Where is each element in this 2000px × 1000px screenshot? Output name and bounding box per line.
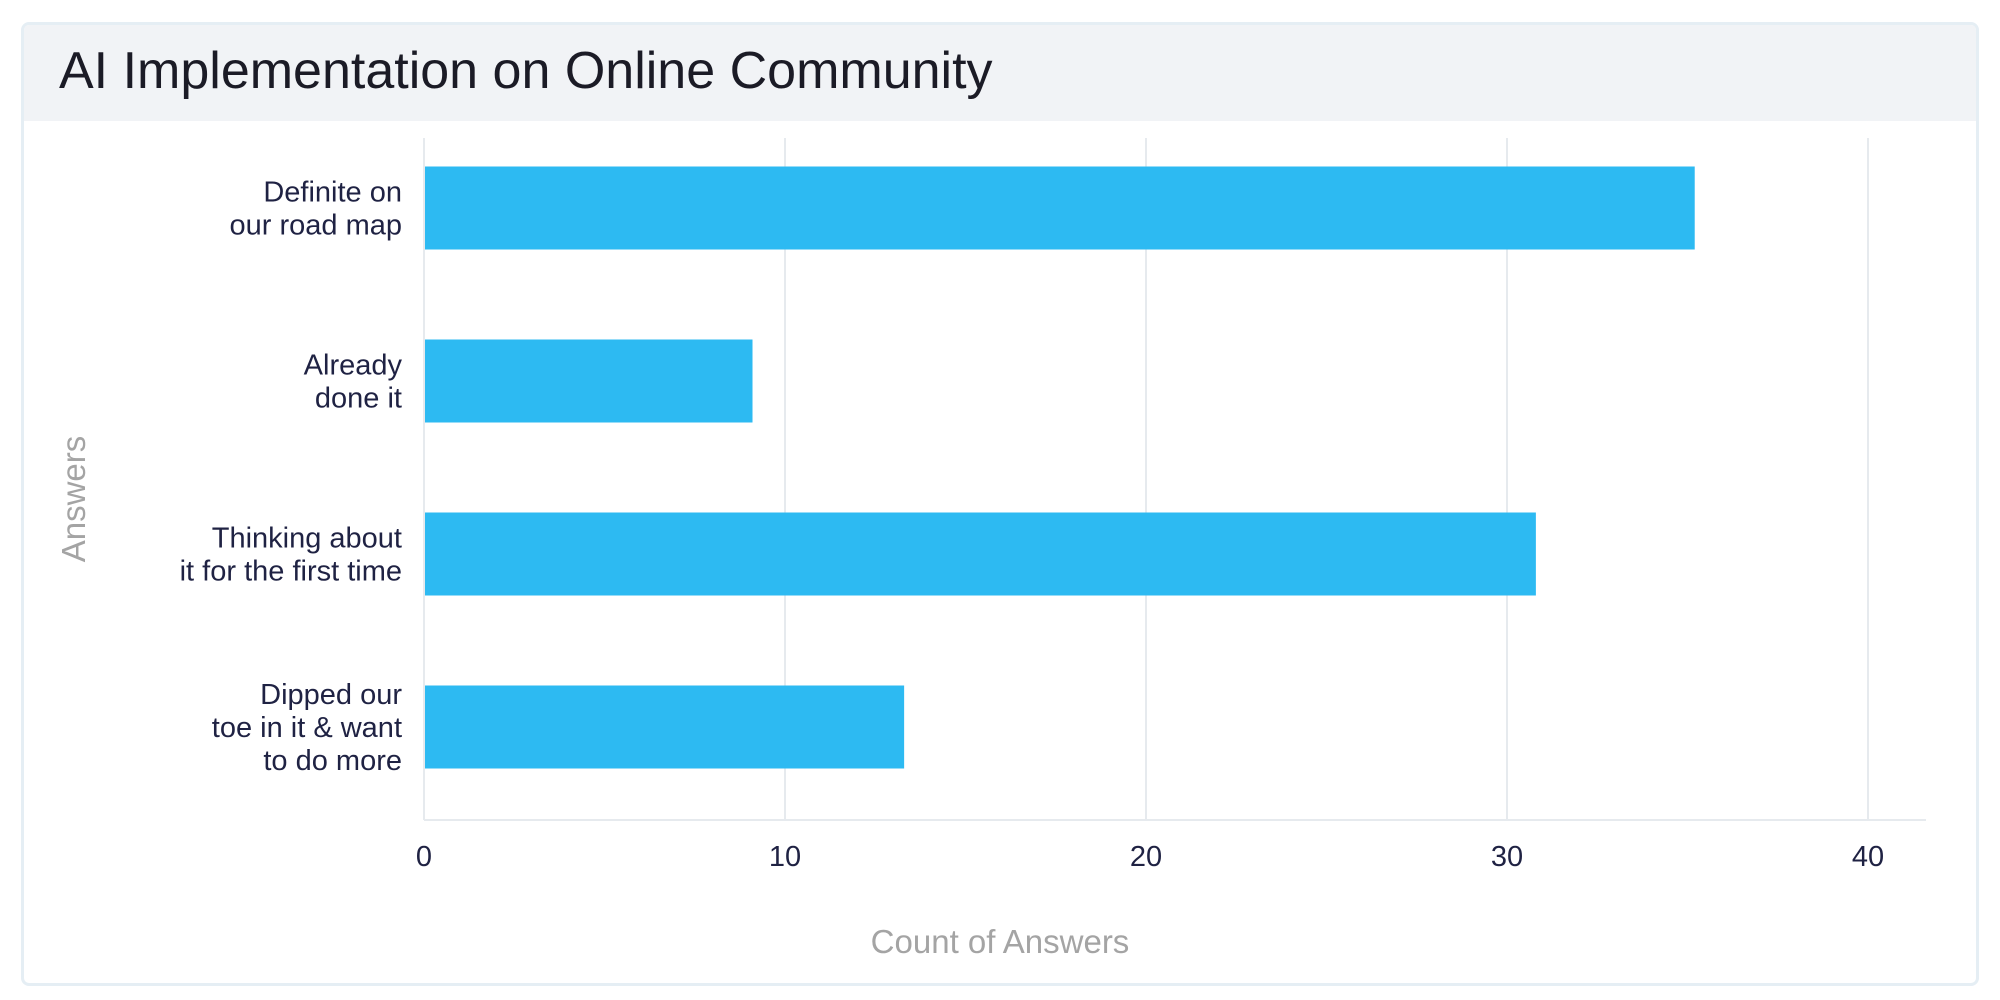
bar[interactable]	[424, 685, 905, 769]
category-label: Dipped our toe in it & want to do more	[212, 679, 403, 777]
x-tick-label: 30	[1491, 841, 1523, 873]
bars	[424, 166, 1695, 769]
category-label-line: toe in it & want	[212, 712, 402, 744]
category-label-line: Already	[304, 350, 403, 382]
x-tick-label: 0	[416, 841, 432, 873]
category-label-line: Definite on	[263, 177, 402, 209]
chart-title: AI Implementation on Online Community	[59, 42, 993, 100]
bar[interactable]	[424, 512, 1536, 596]
bar[interactable]	[424, 339, 753, 423]
category-label-line: Dipped our	[260, 679, 402, 711]
chart-header: AI Implementation on Online Community	[24, 25, 1976, 121]
labels: 0 10 20 30 40 Definite on our road map Already d…	[55, 177, 1884, 961]
category-label-line: our road map	[230, 210, 403, 242]
x-tick-label: 40	[1852, 841, 1884, 873]
bar[interactable]	[424, 166, 1695, 250]
x-tick-label: 10	[769, 841, 801, 873]
category-label-line: it for the first time	[180, 556, 402, 588]
category-label: Thinking about it for the first time	[180, 523, 402, 588]
x-axis-title: Count of Answers	[871, 923, 1130, 960]
axes	[423, 138, 1926, 821]
category-label: Already done it	[304, 350, 403, 415]
category-label-line: to do more	[263, 745, 402, 777]
x-tick-label: 20	[1130, 841, 1162, 873]
category-label-line: done it	[315, 383, 402, 415]
category-label: Definite on our road map	[230, 177, 403, 242]
category-label-line: Thinking about	[212, 523, 402, 555]
y-axis-title: Answers	[55, 436, 92, 563]
